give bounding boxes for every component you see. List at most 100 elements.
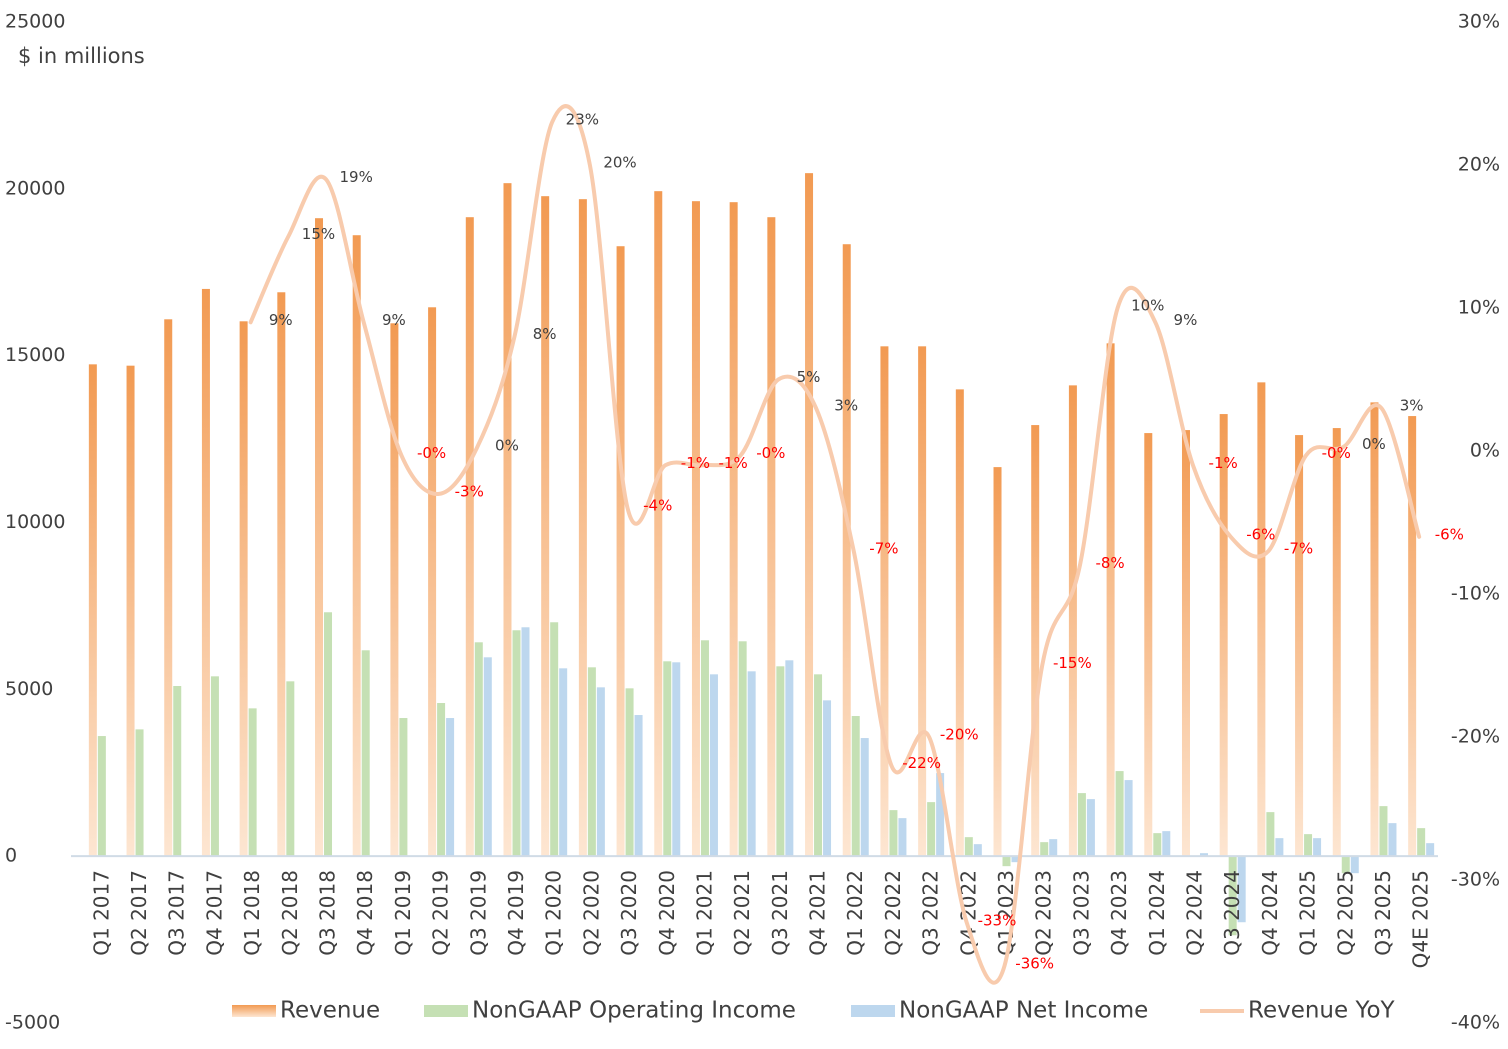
bar [596,687,605,857]
data-label: 9% [269,311,293,329]
bar [1002,856,1011,867]
bar [918,346,927,857]
data-label: -3% [455,482,484,500]
data-label: 0% [1362,435,1386,453]
bar [239,321,248,857]
bar [1011,856,1020,863]
y2-tick-label: 10% [1458,297,1500,319]
bar [1388,823,1397,857]
bar [1426,843,1435,857]
bar [512,630,521,857]
bar [1068,385,1077,857]
bar [173,685,182,857]
bar [390,323,399,857]
bar [616,246,625,857]
x-tick-label: Q3 2019 [466,870,490,956]
bar [927,802,936,857]
y-tick-label: 25000 [5,11,65,33]
bar [324,612,333,857]
legend-swatch [424,1005,468,1017]
bar [446,718,455,857]
bar [860,738,869,857]
bar [1379,806,1388,857]
line [248,104,1422,985]
bar [1350,856,1359,874]
data-label: -4% [643,497,672,515]
data-label: 19% [339,168,372,186]
bar [352,235,361,857]
bar [248,708,257,857]
data-label: -1% [1209,454,1238,472]
x-tick-label: Q4 2021 [806,870,830,956]
bar [964,837,973,857]
y-tick-label: -5000 [5,1012,60,1034]
x-tick-label: Q2 2024 [1182,870,1206,956]
bar [898,818,907,857]
bar [880,346,889,857]
bar [521,627,530,857]
bar [550,622,559,857]
bar [559,668,568,857]
data-label: 9% [382,311,406,329]
legend-label: NonGAAP Net Income [899,998,1148,1024]
x-tick-label: Q1 2018 [240,870,264,956]
x-tick-label: Q4 2020 [655,870,679,956]
x-tick-label: Q1 2021 [692,870,716,956]
bar [823,700,832,857]
x-tick-label: Q3 2025 [1371,870,1395,956]
bar [729,202,738,857]
data-label: -20% [940,726,979,744]
y-tick-label: 20000 [5,177,65,199]
data-label: 9% [1174,311,1198,329]
bar [361,650,370,857]
data-label: 20% [603,154,636,172]
y-tick-label: 5000 [5,678,53,700]
bar [1295,435,1304,857]
x-tick-label: Q4 2017 [202,870,226,956]
bar [1115,771,1124,857]
bar [1257,382,1266,857]
bar [210,676,219,857]
data-label: 0% [495,437,519,455]
bar [1408,416,1417,857]
bar [1144,433,1153,857]
bar [672,662,681,857]
data-label: -0% [756,444,785,462]
data-label: -15% [1053,654,1092,672]
bar [126,365,135,857]
y-tick-label: 10000 [5,511,65,533]
data-label: -22% [902,754,941,772]
x-tick-label: Q1 2019 [391,870,415,956]
bar [1417,828,1426,857]
bar [1304,834,1313,857]
y2-tick-label: -40% [1451,1012,1500,1034]
bar [286,681,295,857]
y2-tick-label: -10% [1451,583,1500,605]
bar [1332,428,1341,857]
bar [842,244,851,857]
x-tick-label: Q2 2020 [579,870,603,956]
legend-label: Revenue [280,998,380,1024]
bar [691,201,700,857]
bar [277,292,286,857]
x-tick-label: Q1 2017 [89,870,113,956]
bar [88,364,97,857]
bar [1341,856,1350,874]
bar [805,173,814,857]
bar [889,810,898,857]
x-tick-label: Q1 2025 [1296,870,1320,956]
bar [465,217,474,857]
bar [663,661,672,857]
data-label: -36% [1015,954,1054,972]
data-label: 8% [533,325,557,343]
bar [474,642,483,857]
bar [97,736,106,857]
data-label: -8% [1095,554,1124,572]
y-tick-label: 0 [5,845,17,867]
bar [747,671,756,857]
data-label: -1% [719,454,748,472]
bar [767,217,776,857]
bar [936,773,945,857]
bar [135,729,144,857]
x-tick-label: Q3 2023 [1069,870,1093,956]
